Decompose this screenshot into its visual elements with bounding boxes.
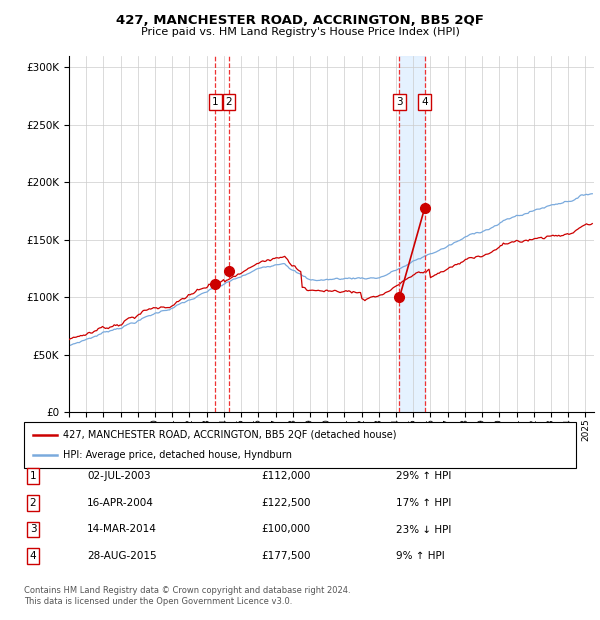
Text: 2: 2 (29, 498, 37, 508)
Text: 427, MANCHESTER ROAD, ACCRINGTON, BB5 2QF: 427, MANCHESTER ROAD, ACCRINGTON, BB5 2Q… (116, 14, 484, 27)
Text: 1: 1 (29, 471, 37, 481)
Text: Contains HM Land Registry data © Crown copyright and database right 2024.: Contains HM Land Registry data © Crown c… (24, 586, 350, 595)
Text: £122,500: £122,500 (261, 498, 311, 508)
Text: HPI: Average price, detached house, Hyndburn: HPI: Average price, detached house, Hynd… (63, 450, 292, 460)
Text: 3: 3 (29, 525, 37, 534)
Text: This data is licensed under the Open Government Licence v3.0.: This data is licensed under the Open Gov… (24, 597, 292, 606)
Text: 28-AUG-2015: 28-AUG-2015 (87, 551, 157, 561)
Text: 4: 4 (29, 551, 37, 561)
Text: 14-MAR-2014: 14-MAR-2014 (87, 525, 157, 534)
Text: 1: 1 (212, 97, 218, 107)
Text: 2: 2 (226, 97, 232, 107)
Text: 4: 4 (421, 97, 428, 107)
Text: 3: 3 (396, 97, 403, 107)
Text: 9% ↑ HPI: 9% ↑ HPI (396, 551, 445, 561)
Text: Price paid vs. HM Land Registry's House Price Index (HPI): Price paid vs. HM Land Registry's House … (140, 27, 460, 37)
Text: 17% ↑ HPI: 17% ↑ HPI (396, 498, 451, 508)
Text: 23% ↓ HPI: 23% ↓ HPI (396, 525, 451, 534)
Text: £177,500: £177,500 (261, 551, 311, 561)
Bar (400, 56, 425, 412)
Text: 16-APR-2004: 16-APR-2004 (87, 498, 154, 508)
Text: 02-JUL-2003: 02-JUL-2003 (87, 471, 151, 481)
Text: 29% ↑ HPI: 29% ↑ HPI (396, 471, 451, 481)
Text: £100,000: £100,000 (261, 525, 310, 534)
Text: 427, MANCHESTER ROAD, ACCRINGTON, BB5 2QF (detached house): 427, MANCHESTER ROAD, ACCRINGTON, BB5 2Q… (63, 430, 397, 440)
Text: £112,000: £112,000 (261, 471, 310, 481)
